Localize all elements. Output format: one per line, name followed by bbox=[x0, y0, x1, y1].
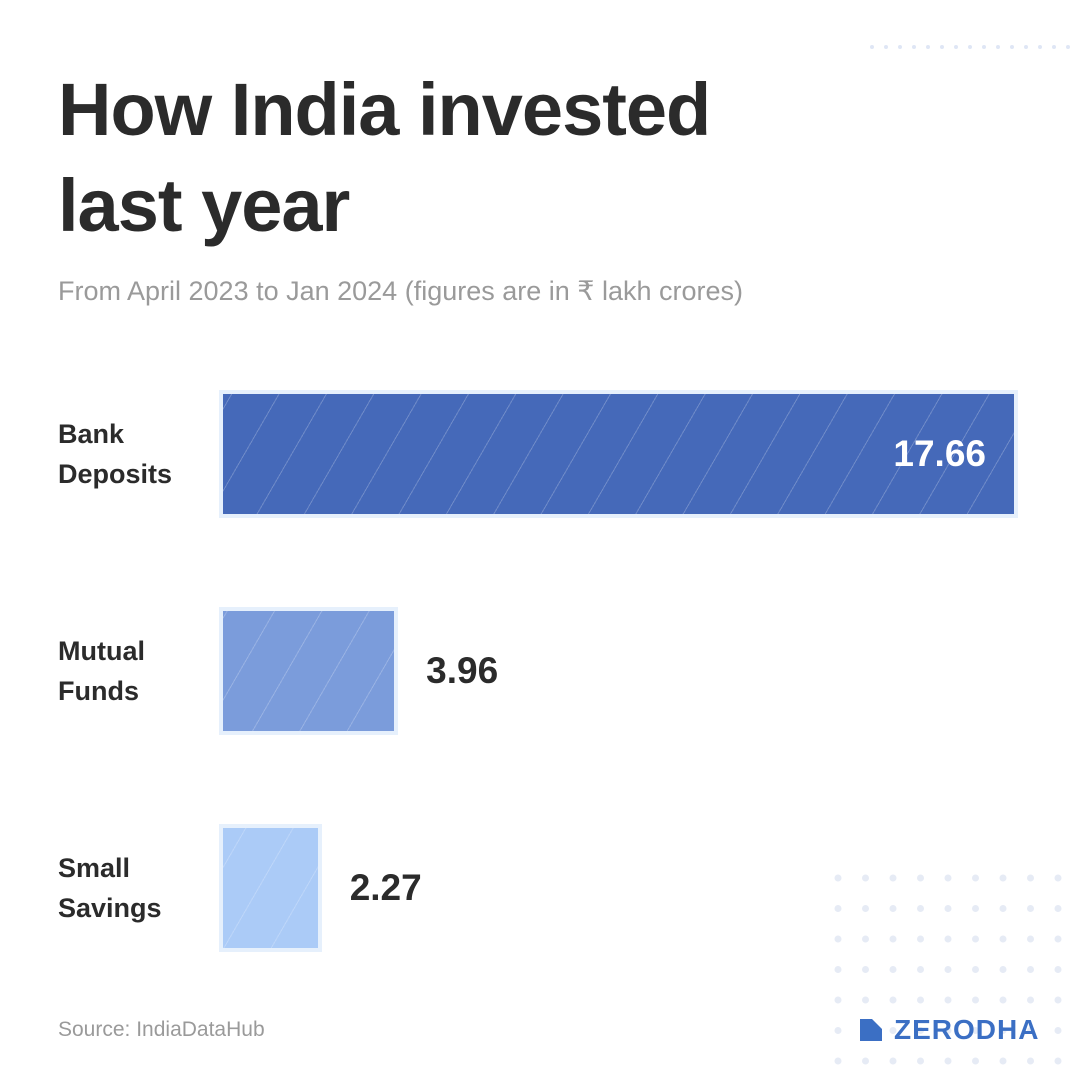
dot bbox=[917, 996, 924, 1004]
dot bbox=[999, 905, 1007, 912]
dot bbox=[862, 874, 869, 882]
dot bbox=[912, 45, 916, 49]
dot bbox=[834, 1027, 842, 1034]
dot bbox=[972, 1057, 979, 1065]
dot bbox=[889, 935, 897, 943]
dot bbox=[1054, 996, 1062, 1004]
value-label: 17.66 bbox=[893, 433, 986, 474]
dot bbox=[954, 45, 958, 49]
dot bbox=[999, 1057, 1007, 1065]
dot bbox=[917, 1027, 924, 1034]
dot bbox=[1027, 1057, 1034, 1065]
dot bbox=[1024, 45, 1028, 49]
brand-icon bbox=[860, 1019, 882, 1041]
value-label: 3.96 bbox=[426, 650, 499, 691]
dot bbox=[917, 966, 924, 973]
dot bbox=[862, 1057, 869, 1065]
category-label: Bank Deposits bbox=[58, 419, 173, 489]
dot bbox=[999, 996, 1007, 1004]
source: Source: IndiaDataHub bbox=[58, 1018, 265, 1041]
dot bbox=[972, 905, 979, 912]
bar bbox=[219, 390, 1018, 518]
dot bbox=[968, 45, 972, 49]
dot bbox=[1052, 45, 1056, 49]
dot bbox=[1054, 874, 1062, 882]
dot bbox=[889, 905, 897, 912]
dot bbox=[1054, 1057, 1062, 1065]
dot bbox=[834, 996, 842, 1004]
dot bbox=[917, 874, 924, 882]
bar bbox=[219, 824, 322, 952]
dot bbox=[1027, 935, 1034, 943]
category-label: Small Savings bbox=[58, 853, 162, 923]
dot bbox=[862, 935, 869, 943]
dot bbox=[917, 1057, 924, 1065]
dot bbox=[1054, 935, 1062, 943]
dot bbox=[982, 45, 986, 49]
dot bbox=[862, 966, 869, 973]
dot bbox=[889, 1057, 897, 1065]
dot bbox=[1054, 966, 1062, 973]
dot bbox=[889, 996, 897, 1004]
dot bbox=[917, 935, 924, 943]
dot bbox=[996, 45, 1000, 49]
dot bbox=[944, 905, 952, 912]
dot bbox=[834, 874, 842, 882]
dot bbox=[1010, 45, 1014, 49]
chart-title: How India invested last year bbox=[58, 68, 711, 247]
dot bbox=[972, 996, 979, 1004]
dot bbox=[999, 935, 1007, 943]
dot bbox=[944, 1057, 952, 1065]
dot bbox=[972, 874, 979, 882]
dot bbox=[944, 966, 952, 973]
brand-name: ZERODHA bbox=[894, 1014, 1040, 1045]
dot bbox=[999, 966, 1007, 973]
category-label: Mutual Funds bbox=[58, 636, 145, 706]
dot bbox=[1027, 905, 1034, 912]
dot bbox=[898, 45, 902, 49]
dot bbox=[999, 1027, 1007, 1034]
dot bbox=[834, 905, 842, 912]
dot bbox=[1054, 905, 1062, 912]
value-label: 2.27 bbox=[349, 867, 422, 908]
dot bbox=[1027, 996, 1034, 1004]
chart-subtitle: From April 2023 to Jan 2024 (figures are… bbox=[58, 276, 743, 306]
dot bbox=[834, 966, 842, 973]
dot bbox=[944, 935, 952, 943]
brand: ZERODHA bbox=[860, 1014, 1039, 1046]
dot bbox=[917, 905, 924, 912]
dot bbox=[889, 874, 897, 882]
dot bbox=[926, 45, 930, 49]
dot bbox=[1054, 1027, 1062, 1034]
dot bbox=[870, 45, 874, 49]
dot bbox=[889, 1027, 897, 1034]
dot bbox=[1066, 45, 1070, 49]
dot bbox=[862, 996, 869, 1004]
dot bbox=[944, 1027, 952, 1034]
dot bbox=[972, 966, 979, 973]
dot bbox=[889, 966, 897, 973]
dot bbox=[884, 45, 888, 49]
dot bbox=[972, 1027, 979, 1034]
dot bbox=[1027, 1027, 1034, 1034]
dot bbox=[834, 935, 842, 943]
dot bbox=[944, 996, 952, 1004]
dot bbox=[862, 905, 869, 912]
dot bbox=[1027, 966, 1034, 973]
dot bbox=[972, 935, 979, 943]
dot bbox=[940, 45, 944, 49]
dot bbox=[999, 874, 1007, 882]
bar bbox=[219, 607, 399, 735]
dot bbox=[834, 1057, 842, 1065]
dot bbox=[944, 874, 952, 882]
dot bbox=[1038, 45, 1042, 49]
dot bbox=[1027, 874, 1034, 882]
